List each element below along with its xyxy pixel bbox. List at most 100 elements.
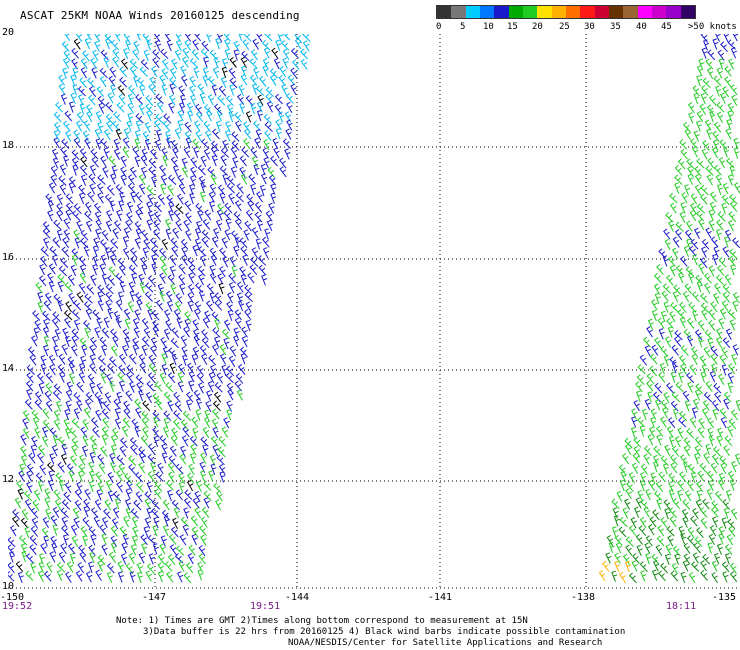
- wind-barb-icon: [45, 508, 52, 520]
- wind-barb-icon: [200, 470, 207, 482]
- wind-barb-icon: [244, 291, 253, 302]
- wind-barb-icon: [724, 274, 732, 286]
- wind-barb-icon: [219, 266, 226, 278]
- wind-barb-icon: [646, 326, 653, 338]
- wind-barb-icon: [97, 397, 104, 410]
- wind-barb-icon: [622, 507, 629, 519]
- wind-barb-icon: [656, 434, 663, 446]
- wind-barb-icon: [53, 489, 62, 501]
- wind-barb-icon: [686, 220, 693, 232]
- wind-barb-icon: [64, 34, 71, 41]
- wind-barb-icon: [212, 444, 219, 457]
- wind-barb-icon: [245, 111, 253, 123]
- wind-barb-icon: [718, 479, 725, 491]
- wind-barb-icon: [85, 308, 92, 320]
- wind-barb-icon: [722, 182, 729, 195]
- wind-barb-icon: [115, 273, 124, 284]
- wind-barb-icon: [213, 391, 222, 403]
- wind-barb-icon: [123, 34, 131, 44]
- wind-barb-icon: [138, 389, 145, 401]
- wind-barb-icon: [615, 542, 623, 554]
- wind-barb-icon: [151, 175, 158, 188]
- wind-barb-icon: [648, 426, 656, 438]
- wind-barb-icon: [201, 329, 209, 340]
- wind-barb-icon: [250, 103, 257, 115]
- wind-barb-icon: [88, 173, 96, 185]
- wind-barb-icon: [658, 248, 667, 259]
- wind-barb-icon: [253, 164, 260, 176]
- wind-barb-icon: [113, 138, 120, 150]
- wind-barb-icon: [611, 570, 618, 582]
- wind-barb-icon: [170, 237, 179, 249]
- scale-label: 5: [460, 22, 466, 32]
- wind-barb-icon: [152, 326, 159, 338]
- scale-label: 35: [610, 22, 621, 32]
- wind-barb-icon: [706, 488, 713, 501]
- wind-barb-icon: [122, 146, 130, 158]
- wind-barb-icon: [686, 158, 695, 170]
- wind-barb-icon: [181, 246, 188, 258]
- wind-barb-icon: [701, 47, 708, 59]
- wind-barb-icon: [156, 101, 164, 113]
- wind-barb-icon: [683, 553, 691, 565]
- wind-barb-icon: [689, 364, 697, 376]
- wind-barb-icon: [686, 238, 693, 250]
- wind-barb-icon: [147, 453, 156, 465]
- wind-barb-icon: [145, 570, 152, 582]
- wind-barb-icon: [174, 401, 183, 412]
- wind-barb-icon: [281, 40, 290, 51]
- scale-swatch: [580, 6, 595, 18]
- wind-barb-icon: [190, 166, 197, 178]
- wind-barb-icon: [210, 173, 217, 185]
- wind-barb-icon: [639, 561, 648, 572]
- wind-barb-icon: [68, 362, 75, 374]
- wind-barb-icon: [723, 398, 730, 410]
- wind-barb-icon: [179, 283, 186, 295]
- wind-barb-icon: [694, 445, 702, 457]
- wind-barb-icon: [135, 407, 142, 419]
- wind-barb-icon: [211, 418, 219, 430]
- wind-barb-icon: [151, 507, 160, 519]
- wind-barb-icon: [92, 245, 99, 257]
- wind-barb-icon: [94, 211, 102, 223]
- wind-barb-icon: [682, 291, 690, 303]
- wind-barb-icon: [638, 525, 647, 536]
- wind-barb-icon: [78, 255, 87, 267]
- wind-barb-icon: [236, 292, 244, 304]
- wind-barb-icon: [166, 194, 175, 206]
- wind-barb-icon: [669, 356, 678, 368]
- wind-barb-icon: [667, 535, 674, 547]
- wind-barb-icon: [261, 236, 270, 248]
- wind-barb-icon: [48, 182, 56, 194]
- wind-barb-icon: [94, 326, 101, 339]
- wind-barb-icon: [183, 507, 190, 519]
- wind-barb-icon: [195, 130, 202, 142]
- wind-barb-icon: [209, 272, 217, 284]
- wind-barb-icon: [78, 192, 86, 204]
- wind-speed-scale-labels: 0 5 10 15 20 25 30 35 40 45 >50 knots: [436, 22, 737, 34]
- wind-barb-icon: [161, 443, 168, 455]
- wind-barb-icon: [226, 103, 234, 116]
- wind-barb-icon: [202, 218, 211, 230]
- wind-barb-icon: [156, 129, 163, 141]
- wind-barb-icon: [240, 173, 248, 185]
- wind-barb-icon: [181, 75, 188, 87]
- wind-barb-icon: [193, 308, 201, 320]
- wind-barb-icon: [265, 86, 274, 98]
- wind-barb-icon: [722, 337, 731, 349]
- wind-barb-icon: [70, 92, 77, 104]
- wind-barb-icon: [63, 418, 70, 430]
- wind-barb-icon: [713, 382, 722, 394]
- wind-barb-icon: [75, 120, 83, 132]
- wind-barb-icon: [257, 94, 264, 106]
- wind-barb-icon: [709, 201, 717, 214]
- wind-barb-icon: [91, 156, 99, 168]
- wind-barb-icon: [658, 471, 666, 483]
- wind-barb-icon: [66, 381, 73, 393]
- wind-barb-icon: [153, 34, 161, 43]
- wind-barb-icon: [714, 391, 722, 403]
- wind-barb-icon: [208, 470, 215, 482]
- wind-barb-icon: [716, 111, 724, 123]
- wind-barb-icon: [249, 264, 258, 275]
- wind-barb-icon: [73, 229, 80, 241]
